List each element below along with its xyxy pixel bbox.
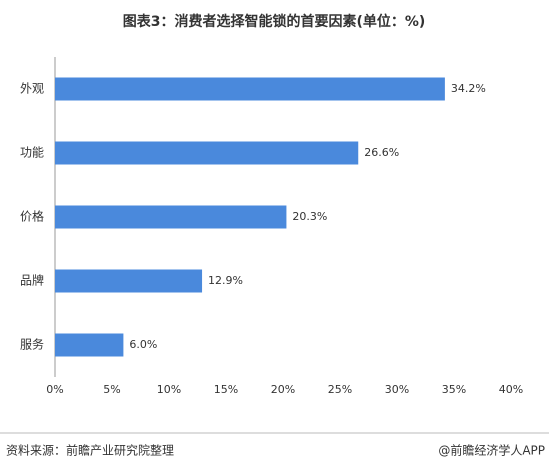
y-tick-label: 价格 xyxy=(20,209,44,224)
value-label: 34.2% xyxy=(451,82,486,95)
value-label: 6.0% xyxy=(129,338,157,351)
y-tick-label: 外观 xyxy=(20,82,44,96)
bar xyxy=(55,205,287,229)
x-tick-label: 10% xyxy=(157,383,181,396)
x-tick-label: 25% xyxy=(328,383,352,396)
bar xyxy=(55,269,203,293)
bar xyxy=(55,141,359,165)
chart-title: 图表3：消费者选择智能锁的首要因素(单位：%) xyxy=(123,13,426,30)
value-label: 12.9% xyxy=(208,274,243,287)
value-label: 20.3% xyxy=(292,210,327,223)
bar xyxy=(55,333,124,357)
x-tick-label: 20% xyxy=(271,383,295,396)
y-tick-label: 功能 xyxy=(20,146,44,160)
x-tick-label: 30% xyxy=(385,383,409,396)
y-tick-label: 品牌 xyxy=(20,274,44,288)
value-label: 26.6% xyxy=(364,146,399,159)
x-tick-label: 35% xyxy=(442,383,466,396)
y-tick-label: 服务 xyxy=(20,337,44,352)
x-tick-label: 40% xyxy=(499,383,523,396)
source: 资料来源：前瞻产业研究院整理 xyxy=(6,443,174,458)
x-tick-label: 0% xyxy=(46,383,63,396)
bar xyxy=(55,77,445,101)
credit: @前瞻经济学人APP xyxy=(438,443,545,458)
x-tick-label: 5% xyxy=(103,383,120,396)
x-tick-label: 15% xyxy=(214,383,238,396)
